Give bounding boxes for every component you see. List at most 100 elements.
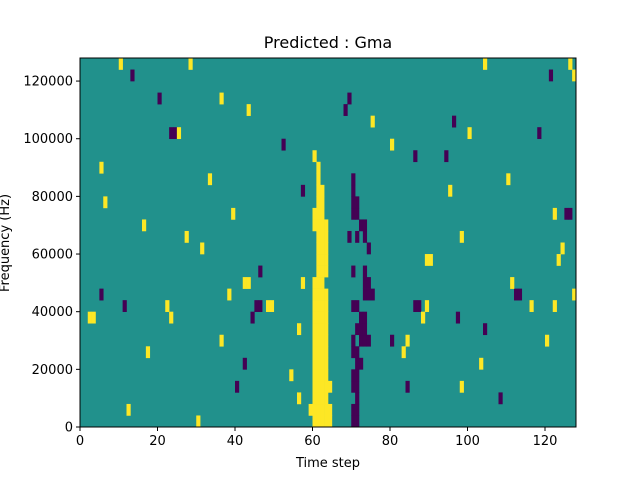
heatmap-cell-high: [552, 300, 557, 312]
heatmap-cell-low: [355, 323, 360, 336]
heatmap-cell-low: [355, 415, 360, 428]
heatmap-cell-high: [316, 403, 321, 416]
heatmap-cell-high: [312, 300, 317, 312]
heatmap-cell-low: [351, 415, 356, 428]
heatmap-cell-low: [548, 69, 554, 82]
heatmap-cell-high: [320, 219, 325, 232]
heatmap-cell-low: [362, 277, 368, 289]
heatmap-cell-low: [390, 334, 395, 347]
heatmap-cell-high: [324, 380, 329, 393]
heatmap-cell-high: [316, 357, 321, 370]
x-tick-label: 80: [382, 434, 399, 449]
heatmap-cell-low: [537, 127, 542, 140]
heatmap-cell-high: [324, 323, 329, 336]
y-axis-ticks: 0 20000 40000 60000 80000 100000 120000: [23, 75, 80, 436]
heatmap-cell-high: [316, 277, 321, 289]
heatmap-cell-high: [196, 415, 201, 428]
heatmap-cell-high: [87, 311, 92, 324]
heatmap-cell-high: [401, 346, 406, 359]
heatmap-cell-high: [572, 288, 577, 301]
heatmap-cell-high: [510, 277, 515, 289]
heatmap-cell-high: [316, 380, 321, 393]
heatmap-cell-high: [242, 277, 247, 289]
heatmap-cell-low: [235, 380, 240, 393]
heatmap-cell-high: [320, 403, 325, 416]
heatmap-cell-high: [324, 392, 329, 405]
heatmap-cell-low: [413, 150, 418, 163]
heatmap-cell-low: [351, 207, 356, 220]
heatmap-cell-high: [483, 58, 488, 70]
heatmap-cell-high: [219, 92, 224, 105]
heatmap-cell-high: [320, 230, 325, 243]
heatmap-cell-low: [483, 323, 488, 336]
heatmap-cell-low: [366, 334, 371, 347]
heatmap-cell-high: [300, 277, 306, 289]
heatmap-cell-low: [362, 288, 368, 301]
heatmap-cell-low: [351, 300, 356, 312]
heatmap-cell-high: [142, 219, 147, 232]
heatmap-cell-high: [316, 323, 321, 336]
heatmap-cell-low: [455, 311, 461, 324]
heatmap-cell-high: [312, 311, 317, 324]
heatmap-cell-high: [316, 392, 321, 405]
heatmap-cell-low: [359, 323, 364, 336]
heatmap-cell-high: [316, 173, 321, 186]
y-tick-label: 120000: [23, 75, 73, 90]
heatmap-cell-high: [320, 242, 325, 255]
heatmap-cell-low: [366, 242, 371, 255]
heatmap-cell-high: [424, 254, 430, 266]
heatmap-cell-low: [281, 138, 286, 151]
heatmap-cell-high: [312, 403, 317, 416]
x-tick-label: 40: [227, 434, 244, 449]
heatmap-cell-low: [444, 150, 449, 163]
heatmap-cell-low: [359, 357, 364, 370]
heatmap-cell-high: [324, 288, 329, 301]
heatmap-cell-low: [250, 311, 255, 324]
heatmap-cell-low: [370, 288, 375, 301]
heatmap-cell-high: [316, 300, 321, 312]
heatmap-cell-high: [320, 277, 325, 289]
heatmap-cell-high: [320, 265, 325, 278]
heatmap-cell-low: [498, 392, 503, 405]
heatmap-cell-high: [324, 242, 329, 255]
heatmap-cell-low: [343, 104, 348, 116]
heatmap-cell-high: [320, 380, 325, 393]
heatmap-cell-high: [320, 357, 325, 370]
heatmap-cell-high: [118, 58, 123, 70]
heatmap-cell-low: [347, 92, 352, 105]
heatmap-cell-high: [552, 207, 557, 220]
x-tick-label: 100: [455, 434, 480, 449]
heatmap-cell-low: [258, 265, 263, 278]
heatmap-cell-high: [266, 300, 271, 312]
heatmap-cell-low: [568, 207, 573, 220]
heatmap-cell-high: [316, 254, 321, 266]
heatmap-cell-high: [324, 265, 329, 278]
heatmap-cell-low: [355, 230, 360, 243]
heatmap-cell-high: [297, 392, 302, 405]
heatmap-cell-low: [300, 184, 306, 197]
y-tick-label: 100000: [23, 132, 73, 147]
y-tick-label: 0: [65, 421, 73, 436]
heatmap-cell-high: [103, 196, 108, 209]
heatmap-cell-high: [308, 403, 313, 416]
heatmap-cell-high: [169, 311, 174, 324]
heatmap-cell-high: [91, 311, 96, 324]
heatmap-cell-high: [316, 242, 321, 255]
heatmap-cell-low: [355, 403, 360, 416]
heatmap-cell-high: [506, 173, 511, 186]
heatmap-cell-high: [316, 230, 321, 243]
heatmap-cell-high: [320, 288, 325, 301]
y-axis-label: Frequency (Hz): [0, 194, 13, 292]
x-tick-label: 120: [533, 434, 558, 449]
heatmap-cell-low: [173, 127, 178, 140]
heatmap-cell-high: [479, 357, 484, 370]
heatmap-cell-high: [316, 161, 321, 174]
heatmap-cell-high: [312, 346, 317, 359]
heatmap-cell-high: [219, 334, 224, 347]
heatmap-cell-high: [324, 357, 329, 370]
heatmap-cell-high: [320, 392, 325, 405]
heatmap-cell-high: [200, 242, 205, 255]
heatmap-cell-high: [320, 323, 325, 336]
heatmap-cell-high: [320, 311, 325, 324]
